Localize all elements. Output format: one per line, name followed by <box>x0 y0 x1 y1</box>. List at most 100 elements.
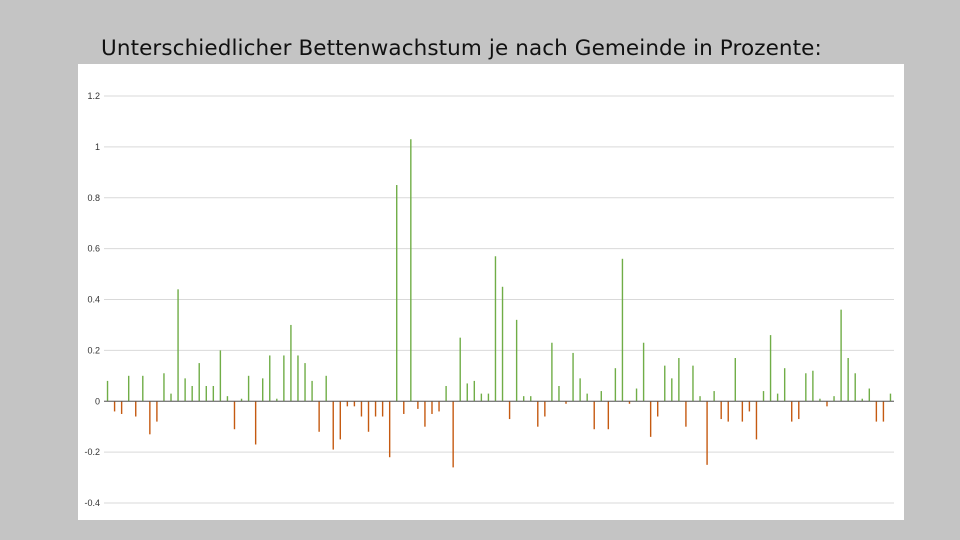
bar <box>508 401 511 420</box>
y-tick-label: 0 <box>95 396 100 406</box>
bar <box>374 401 377 417</box>
bar <box>586 393 588 402</box>
bar <box>410 139 412 402</box>
bar <box>233 401 236 430</box>
bar-chart: 1.2 1 0.8 0.6 0.4 0.2 0 -0.2 -0.4 <box>84 91 894 508</box>
y-tick-label: 1.2 <box>87 91 100 101</box>
bar <box>219 350 222 402</box>
bar <box>748 401 751 412</box>
bar <box>551 342 553 402</box>
bar <box>360 401 363 417</box>
bar <box>812 370 814 402</box>
bar <box>833 396 835 402</box>
y-tick-label: -0.2 <box>84 447 100 457</box>
bar <box>254 401 257 445</box>
bar <box>424 401 426 427</box>
bar <box>558 385 560 402</box>
grid-lines <box>104 95 894 504</box>
bar <box>649 401 652 437</box>
bar <box>727 401 729 422</box>
bar <box>882 401 885 422</box>
bar <box>875 401 878 422</box>
bar <box>135 401 137 417</box>
bar <box>325 375 327 402</box>
bar <box>388 401 391 458</box>
bar <box>205 385 207 402</box>
bar <box>297 355 299 402</box>
bar <box>226 396 229 402</box>
bar <box>706 401 708 465</box>
bar <box>572 352 574 402</box>
bar <box>212 385 215 402</box>
bar <box>635 388 638 402</box>
bar <box>106 380 109 402</box>
bar <box>819 398 821 402</box>
bar <box>142 375 144 402</box>
bar <box>184 378 186 402</box>
y-tick-label: 0.4 <box>87 295 100 305</box>
bar <box>861 398 863 402</box>
bar <box>473 380 476 402</box>
bar <box>840 309 842 402</box>
bar <box>247 375 250 402</box>
y-axis-tick-labels: 1.2 1 0.8 0.6 0.4 0.2 0 -0.2 -0.4 <box>84 91 100 508</box>
bar <box>776 393 779 402</box>
bar <box>783 368 786 402</box>
bar <box>113 401 116 412</box>
bar <box>198 363 200 402</box>
bar <box>367 401 370 432</box>
bar <box>657 401 659 417</box>
y-tick-label: 0.6 <box>87 244 100 254</box>
bar <box>854 373 856 402</box>
bar <box>734 358 736 402</box>
bar <box>826 401 828 407</box>
slide-title: Unterschiedlicher Bettenwachstum je nach… <box>101 36 822 61</box>
bar <box>170 393 172 402</box>
bar <box>311 380 313 402</box>
bar <box>593 401 595 430</box>
bar <box>346 401 349 407</box>
bar <box>452 401 454 468</box>
bar <box>480 393 483 402</box>
bar-series <box>106 139 892 468</box>
bar <box>191 385 193 402</box>
bar <box>537 401 539 427</box>
bar <box>889 393 892 402</box>
bar <box>798 401 800 420</box>
bar <box>149 401 151 435</box>
bar <box>522 396 525 402</box>
bar <box>868 388 871 402</box>
bar <box>466 383 468 402</box>
bar <box>678 358 680 402</box>
bar <box>120 401 123 414</box>
bar <box>262 378 264 402</box>
bar <box>501 286 504 402</box>
y-tick-label: 0.8 <box>87 193 100 203</box>
bar <box>565 401 567 404</box>
bar <box>614 368 617 402</box>
bar <box>445 385 447 402</box>
bar <box>127 375 130 402</box>
bar <box>628 401 631 404</box>
bar <box>579 378 581 402</box>
bar <box>459 337 461 402</box>
chart-panel: 1.2 1 0.8 0.6 0.4 0.2 0 -0.2 -0.4 <box>78 64 904 520</box>
bar <box>847 358 849 402</box>
y-tick-label: -0.4 <box>84 498 100 508</box>
y-tick-label: 1 <box>95 142 100 152</box>
bar <box>431 401 433 414</box>
bar <box>805 373 807 402</box>
bar <box>621 258 624 402</box>
bar <box>240 398 243 402</box>
bar <box>381 401 384 417</box>
bar <box>530 396 532 402</box>
bar <box>339 401 341 440</box>
y-tick-label: 0.2 <box>87 345 100 355</box>
bar <box>762 391 765 402</box>
bar <box>642 342 645 402</box>
bar <box>544 401 546 417</box>
bar <box>353 401 356 407</box>
bar <box>276 398 278 402</box>
bar <box>791 401 793 422</box>
bar <box>515 319 518 402</box>
